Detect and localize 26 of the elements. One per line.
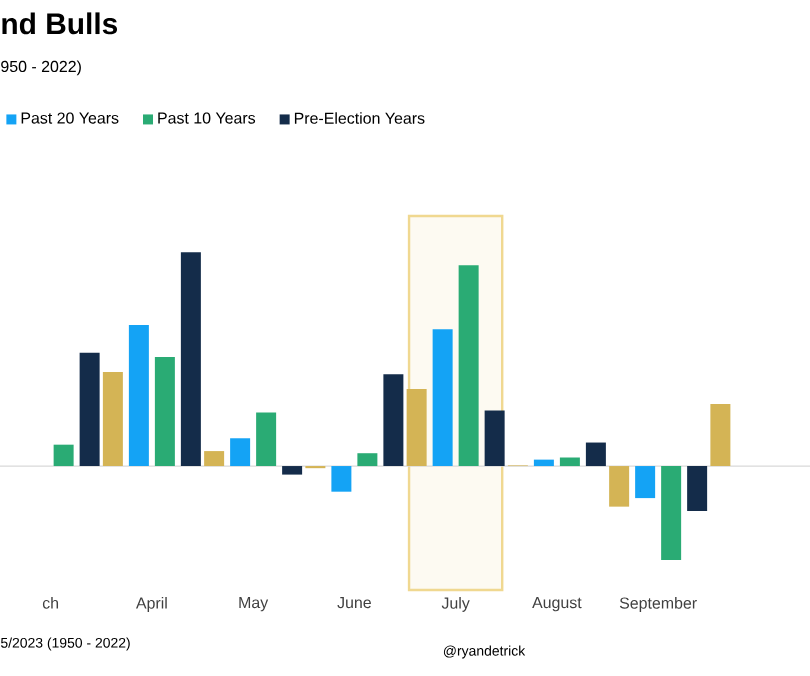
bar: [559, 457, 580, 467]
bar: [484, 410, 505, 467]
bar: [102, 372, 123, 467]
chart-title: nd Bulls: [2, 12, 118, 35]
bar: [180, 252, 201, 467]
bar: [230, 438, 251, 467]
bar: [432, 329, 453, 467]
bar: [458, 265, 479, 467]
bar: [79, 352, 100, 467]
bar: [406, 389, 427, 467]
bar: [383, 374, 404, 467]
bar: [331, 466, 352, 492]
bar: [635, 466, 656, 499]
bar: [609, 466, 630, 507]
bar: [710, 404, 731, 467]
bar: [204, 451, 225, 467]
bar: [53, 444, 74, 467]
bar: [585, 442, 606, 467]
bar: [282, 466, 303, 475]
bar: [661, 466, 682, 561]
bar: [533, 459, 554, 467]
bar: [687, 466, 708, 511]
bar: [256, 412, 277, 467]
bar: [357, 453, 378, 467]
bar: [128, 324, 149, 467]
bar: [154, 357, 175, 467]
